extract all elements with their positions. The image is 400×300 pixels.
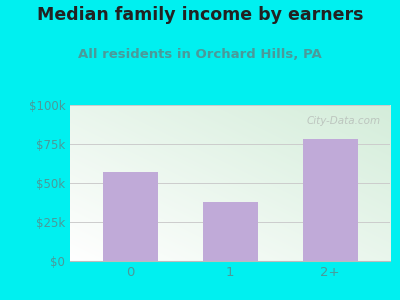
- Bar: [302, 139, 358, 261]
- Text: Median family income by earners: Median family income by earners: [37, 6, 363, 24]
- Text: City-Data.com: City-Data.com: [306, 116, 380, 126]
- Bar: [102, 172, 158, 261]
- Text: All residents in Orchard Hills, PA: All residents in Orchard Hills, PA: [78, 48, 322, 61]
- Bar: [202, 202, 258, 261]
